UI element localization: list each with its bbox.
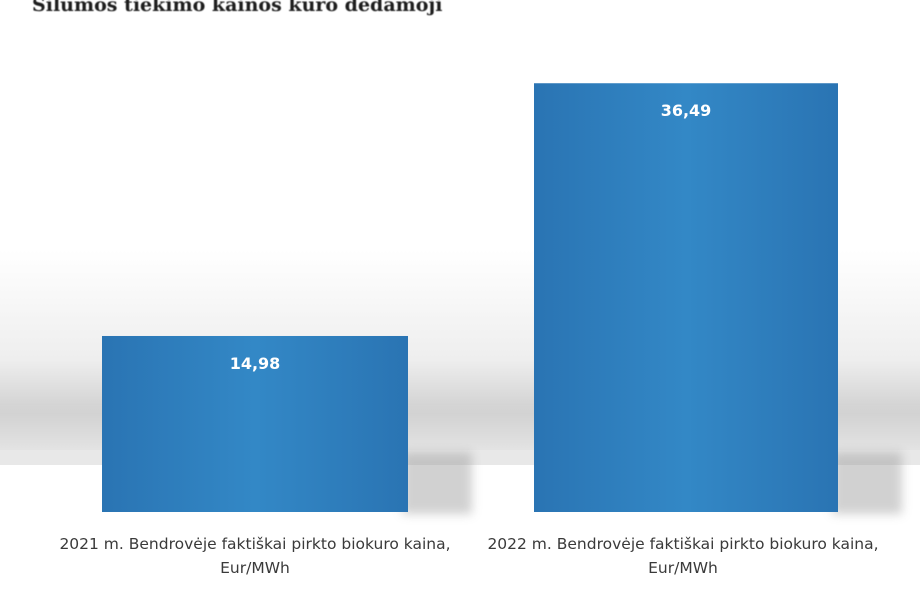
bar-2 xyxy=(534,83,838,513)
data-label-2: 36,49 xyxy=(661,101,712,120)
category-label-2: 2022 m. Bendrovėje faktiškai pirkto biok… xyxy=(487,535,879,577)
category-label-1: 2021 m. Bendrovėje faktiškai pirkto biok… xyxy=(59,535,451,577)
bar-shadow-2 xyxy=(832,452,902,514)
data-label-1: 14,98 xyxy=(230,354,281,373)
document-heading: Šilumos tiekimo kainos kuro dedamoji xyxy=(32,0,443,16)
bar-shadow-1 xyxy=(402,452,472,514)
bar-1 xyxy=(102,335,408,512)
